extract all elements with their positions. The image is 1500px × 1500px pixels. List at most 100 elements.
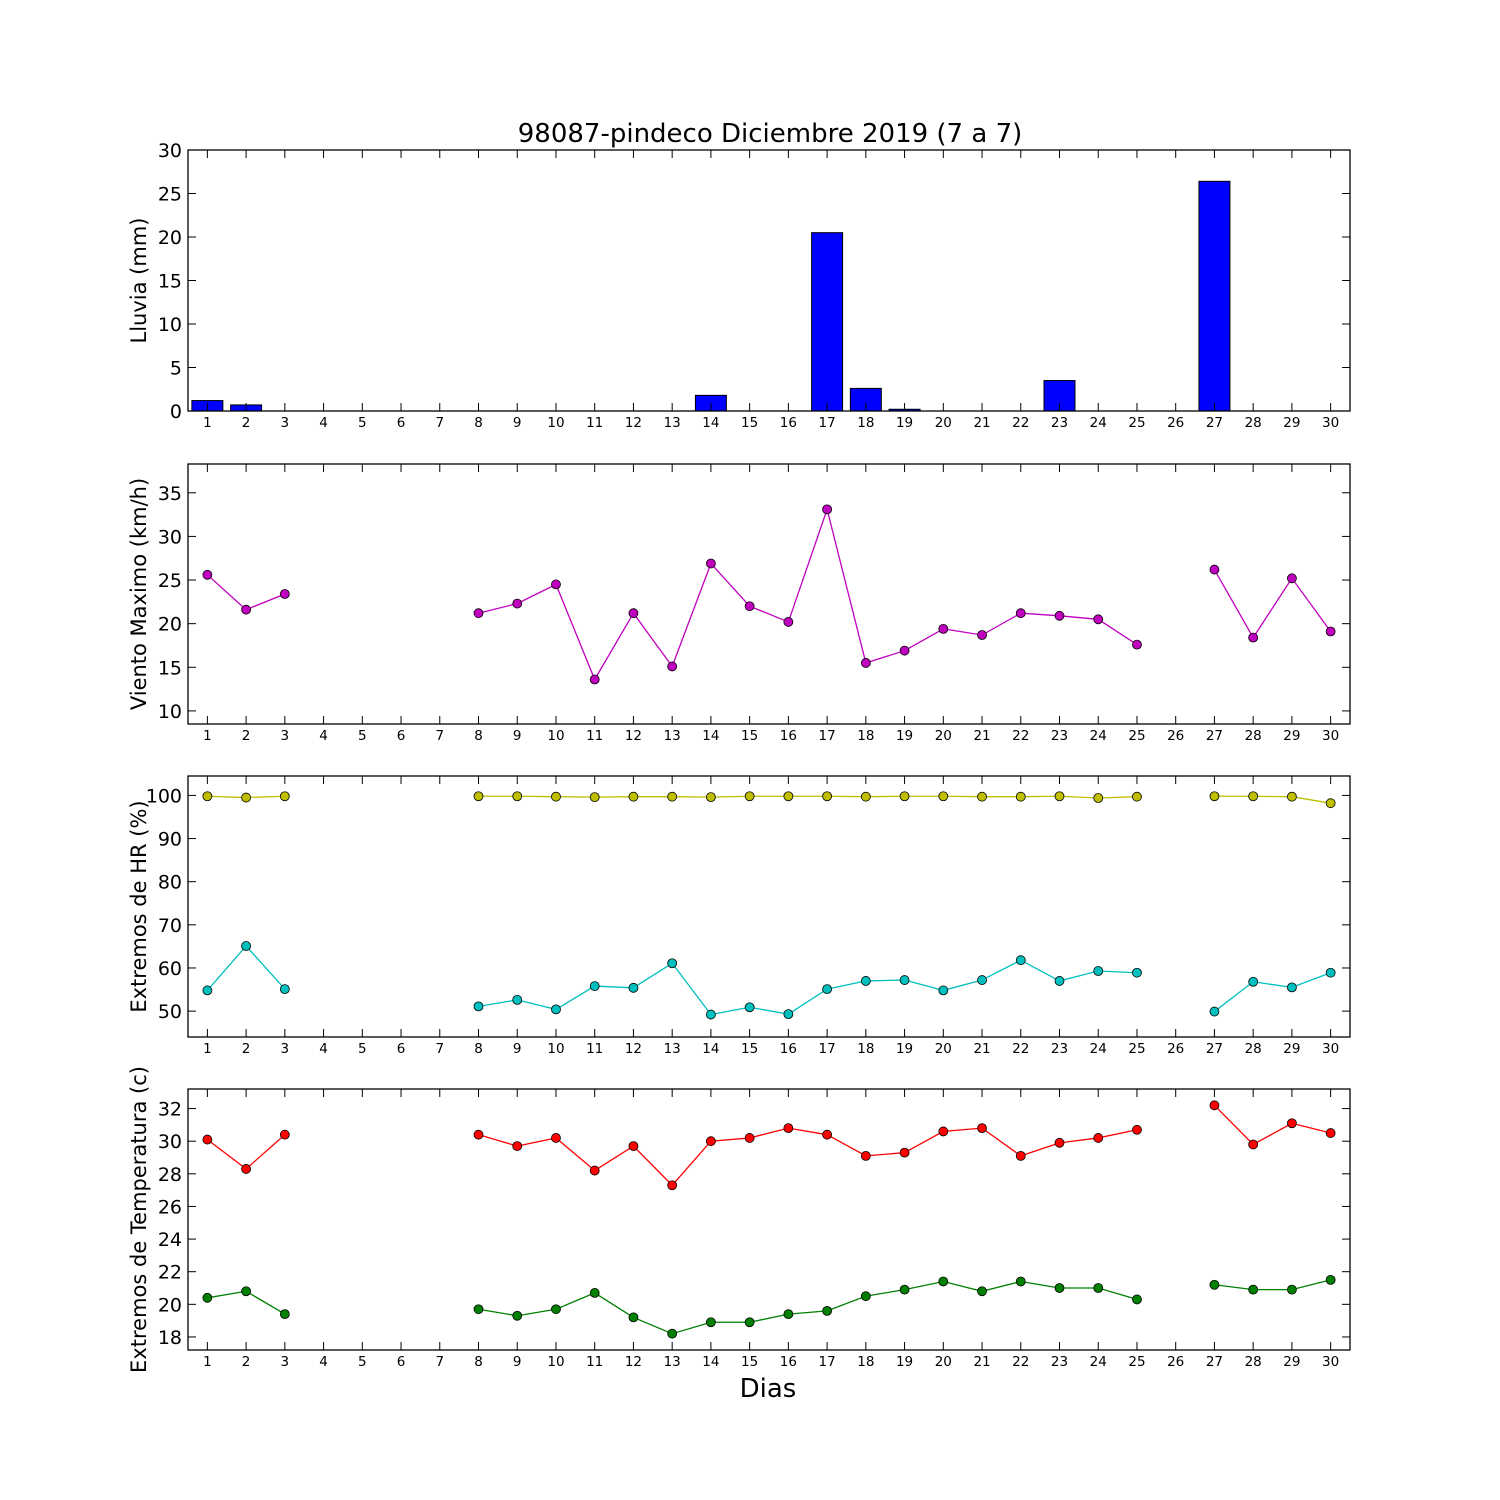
x-tick-label: 9 (513, 1354, 522, 1370)
x-tick-label: 21 (973, 1041, 990, 1057)
x-tick-label: 7 (435, 415, 444, 431)
x-tick-label: 24 (1090, 1041, 1107, 1057)
y-tick-label: 30 (158, 140, 182, 162)
series-0-point-day-16 (783, 617, 794, 627)
x-tick-label: 19 (896, 1041, 913, 1057)
x-tick-label: 11 (586, 728, 603, 744)
series-1-point-day-23 (1054, 1283, 1065, 1293)
y-tick-label: 30 (158, 1131, 182, 1153)
series-1-point-day-8 (473, 1304, 484, 1315)
x-tick-label: 18 (857, 1354, 874, 1370)
y-tick-label: 50 (158, 1001, 182, 1023)
series-0-point-day-22 (1015, 608, 1026, 619)
series-1-point-day-13 (667, 958, 678, 969)
series-0-point-day-18 (860, 1150, 871, 1161)
x-tick-label: 30 (1322, 1041, 1339, 1057)
series-0-line-0 (206, 1134, 286, 1170)
x-tick-label: 5 (358, 1354, 367, 1370)
x-tick-label: 29 (1283, 728, 1300, 744)
series-0-point-day-27 (1209, 564, 1220, 575)
x-tick-label: 6 (397, 1354, 406, 1370)
series-1-point-day-22 (1015, 955, 1026, 966)
y-tick-label: 15 (158, 271, 182, 293)
series-1-point-day-27 (1209, 1006, 1220, 1017)
x-tick-label: 10 (547, 1041, 564, 1057)
series-0-point-day-22 (1015, 791, 1026, 802)
series-0-point-day-13 (667, 791, 678, 802)
x-tick-label: 20 (935, 415, 952, 431)
x-tick-label: 2 (242, 728, 251, 744)
series-0-point-day-2 (241, 604, 252, 615)
x-tick-label: 13 (664, 1041, 681, 1057)
series-1-point-day-27 (1209, 1279, 1220, 1290)
y-tick-label: 60 (158, 958, 182, 980)
series-0-point-day-21 (977, 630, 987, 640)
series-0-point-day-1 (202, 569, 213, 580)
series-0-point-day-23 (1054, 610, 1065, 621)
series-1-point-day-13 (667, 1328, 678, 1339)
series-0-point-day-19 (899, 1147, 910, 1158)
series-0-point-day-3 (279, 791, 290, 802)
x-tick-label: 3 (281, 1354, 290, 1370)
series-0-point-day-9 (512, 1141, 523, 1151)
series-1-line-1 (478, 959, 1137, 1016)
y-tick-label: 20 (158, 1294, 182, 1316)
x-tick-label: 26 (1167, 415, 1184, 431)
series-1-line-2 (1214, 972, 1331, 1013)
series-0-point-day-24 (1093, 1133, 1104, 1143)
x-tick-label: 28 (1245, 415, 1262, 431)
series-0-point-day-8 (473, 791, 484, 802)
x-tick-label: 6 (397, 415, 406, 431)
x-tick-label: 1 (203, 728, 212, 744)
series-1-point-day-25 (1132, 1294, 1142, 1305)
series-0-point-day-25 (1132, 1124, 1142, 1135)
series-0-line-2 (1214, 795, 1331, 804)
x-tick-label: 22 (1012, 1354, 1029, 1370)
series-1-point-day-10 (551, 1304, 561, 1315)
series-0-point-day-25 (1132, 639, 1142, 650)
y-tick-label: 24 (158, 1229, 182, 1251)
x-tick-label: 21 (973, 1354, 990, 1370)
series-0-point-day-12 (628, 1141, 639, 1151)
series-0-point-day-11 (589, 792, 600, 803)
x-tick-label: 15 (741, 728, 758, 744)
series-1-point-day-14 (706, 1317, 716, 1328)
series-1-point-day-11 (589, 1288, 600, 1298)
x-tick-label: 5 (358, 728, 367, 744)
x-tick-label: 25 (1128, 1354, 1145, 1370)
x-tick-label: 15 (741, 1041, 758, 1057)
series-1-point-day-21 (977, 1286, 987, 1297)
series-0-point-day-14 (706, 792, 716, 803)
y-tick-label: 30 (158, 526, 182, 548)
series-1-point-day-30 (1325, 1274, 1336, 1285)
x-tick-label: 13 (664, 728, 681, 744)
x-tick-label: 30 (1322, 728, 1339, 744)
y-tick-label: 100 (146, 785, 182, 807)
x-tick-label: 17 (819, 1354, 836, 1370)
x-tick-label: 27 (1206, 415, 1223, 431)
y-axis-label: Extremos de HR (%) (127, 800, 151, 1012)
x-tick-label: 11 (586, 1041, 603, 1057)
series-0-point-day-21 (977, 791, 987, 802)
x-tick-label: 1 (203, 415, 212, 431)
x-tick-label: 13 (664, 415, 681, 431)
series-1-point-day-28 (1248, 1284, 1259, 1295)
series-0-point-day-28 (1248, 632, 1259, 643)
series-0-point-day-15 (744, 601, 755, 612)
bar-day-17 (811, 232, 844, 412)
series-0-point-day-13 (667, 1180, 678, 1191)
series-0-point-day-12 (628, 791, 639, 802)
series-0-point-day-1 (202, 1134, 213, 1145)
series-1-point-day-21 (977, 975, 987, 985)
y-tick-label: 35 (158, 483, 182, 505)
series-0-point-day-3 (279, 1129, 290, 1140)
y-tick-label: 28 (158, 1164, 182, 1186)
series-0-point-day-17 (822, 791, 832, 802)
x-tick-label: 30 (1322, 415, 1339, 431)
x-tick-label: 6 (397, 1041, 406, 1057)
x-tick-label: 23 (1051, 1041, 1068, 1057)
series-0-line-1 (478, 1127, 1138, 1187)
series-0-line-0 (206, 574, 286, 611)
